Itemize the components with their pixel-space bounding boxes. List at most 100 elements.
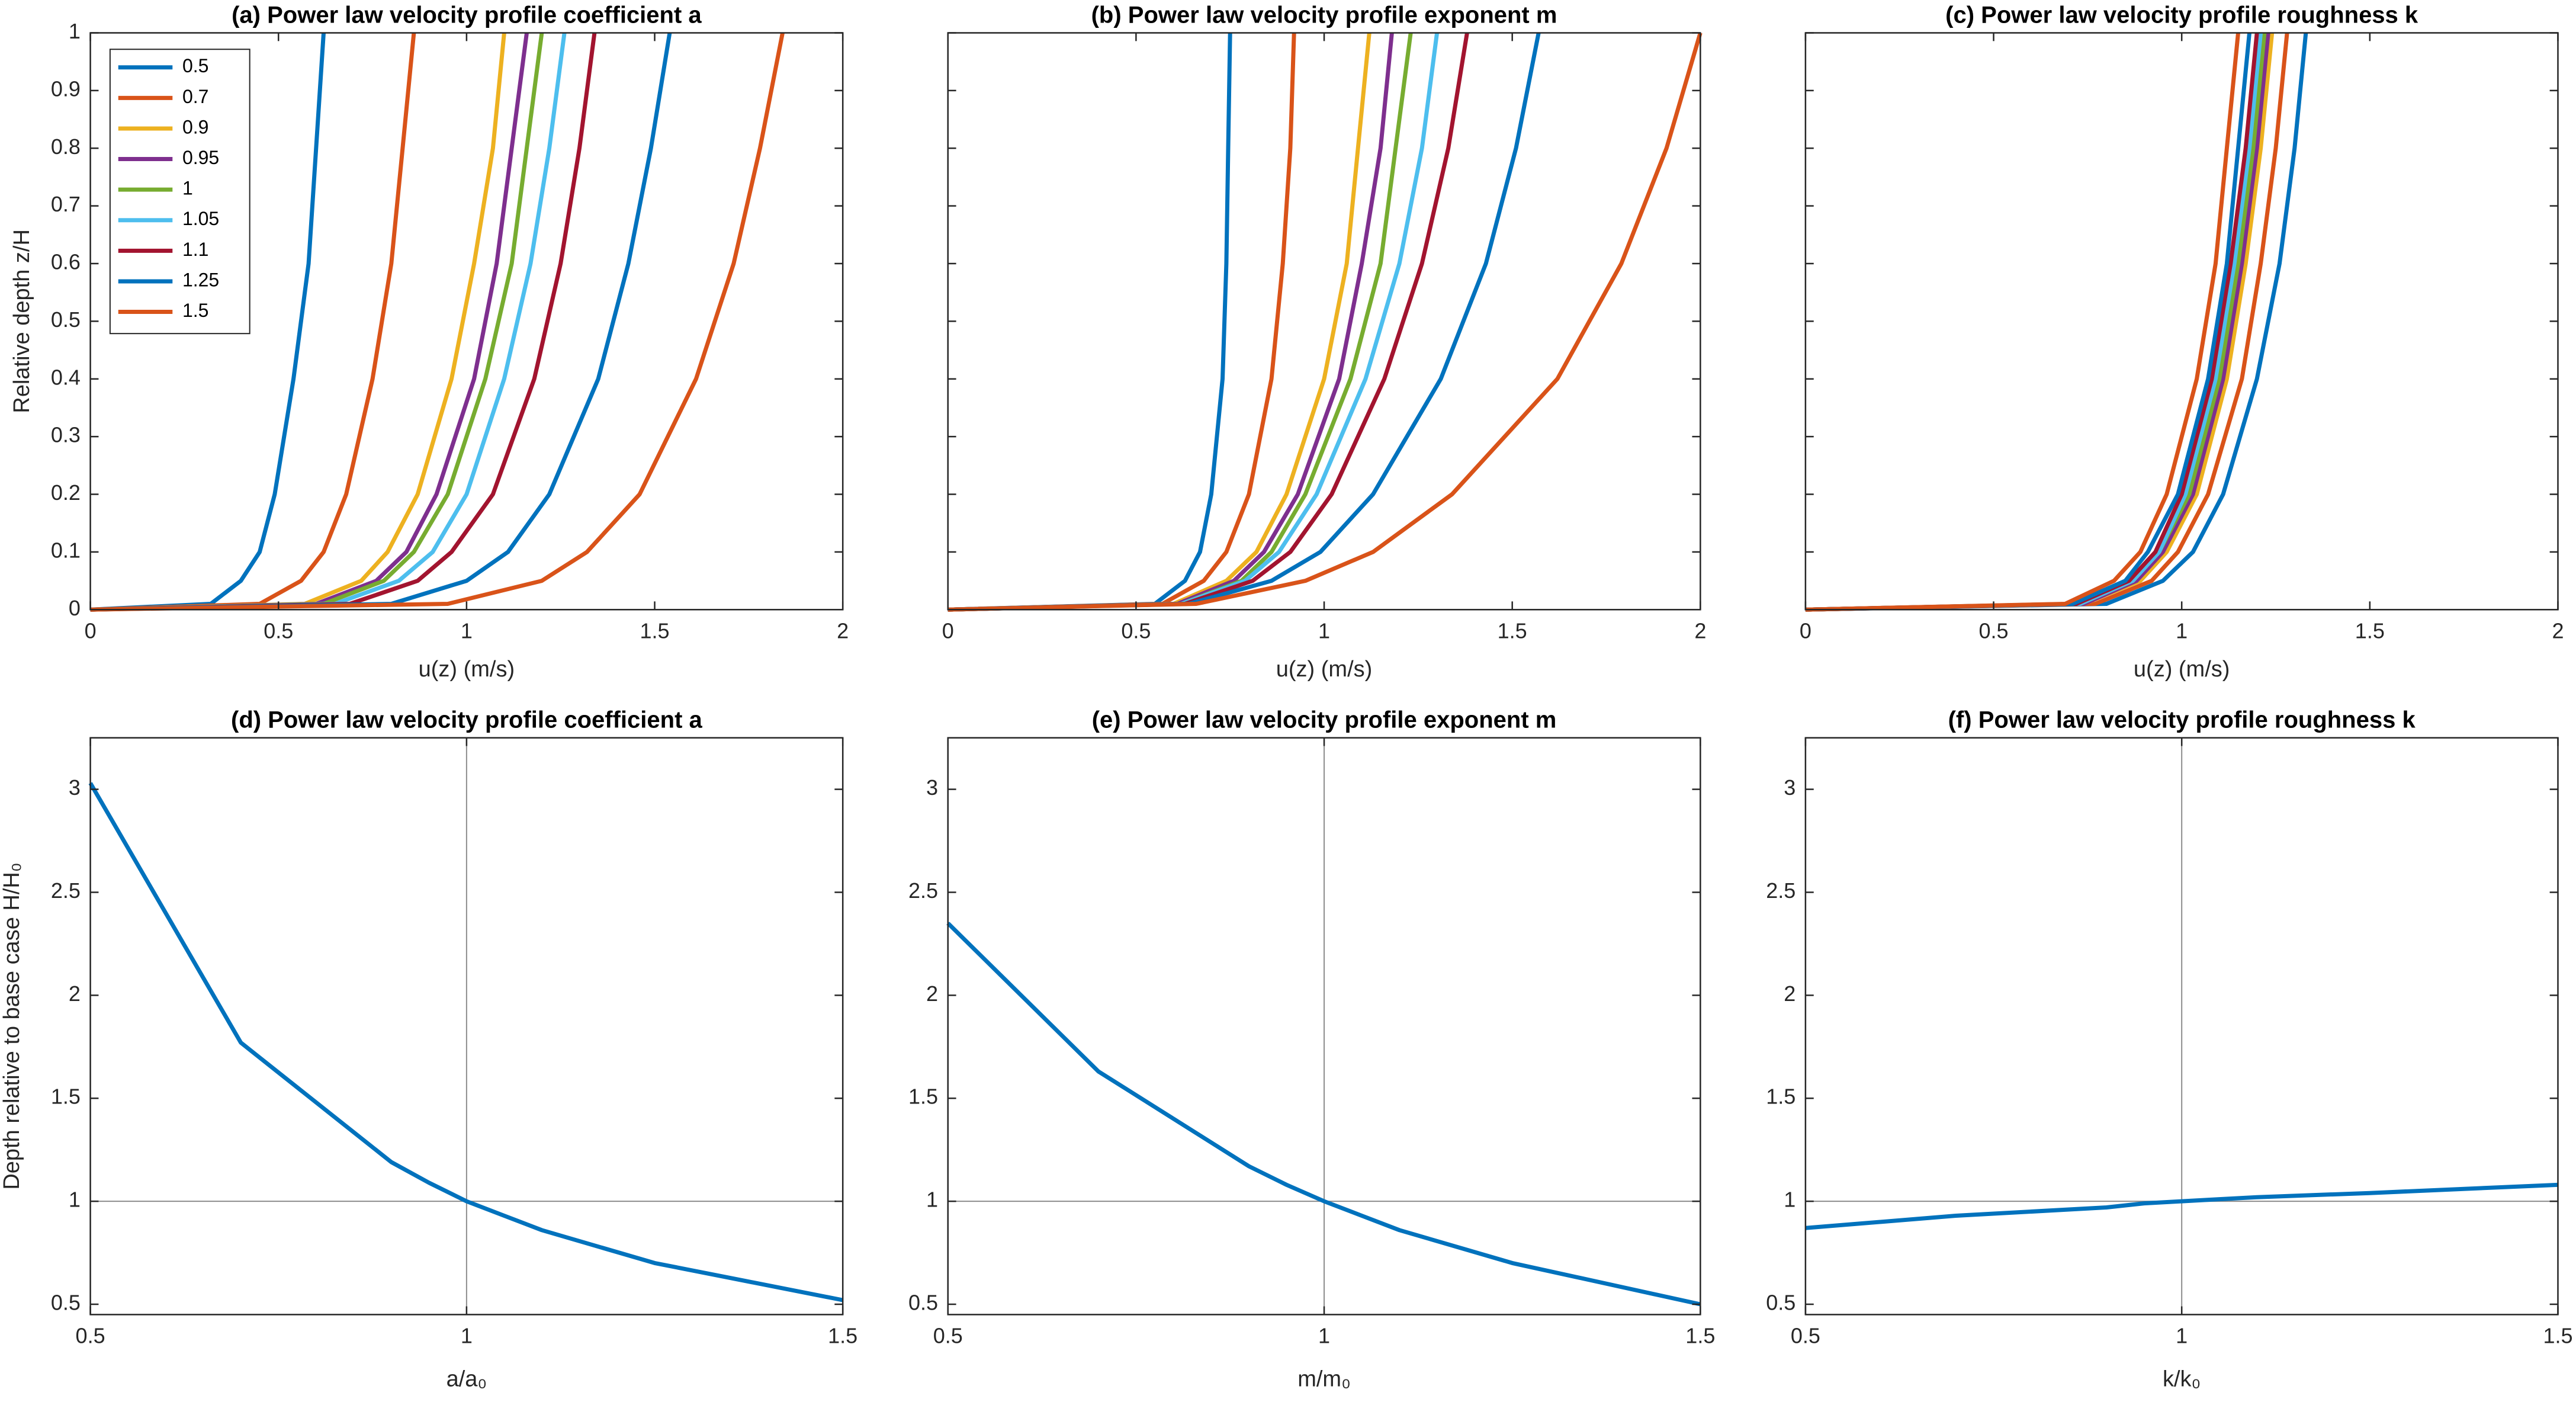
panel: 0.5 1 1.5 0.5 1 1.5 2 2.5 3 (e) Power law velocit… xyxy=(908,707,1715,1391)
panel: 0.5 1 1.5 0.5 1 1.5 2 2.5 3 (d) Power law velocit… xyxy=(0,707,857,1391)
y-tick-label: 0.7 xyxy=(51,192,81,216)
data-line xyxy=(1805,33,2251,612)
x-tick-label: 0.5 xyxy=(76,1324,105,1348)
y-tick-label: 0.2 xyxy=(51,480,81,505)
x-axis-label: u(z) (m/s) xyxy=(419,657,515,682)
chart-title: (c) Power law velocity profile roughness… xyxy=(1945,2,2418,28)
y-tick-label: 1 xyxy=(69,1188,81,1212)
y-tick-label: 1.5 xyxy=(51,1085,81,1109)
data-line xyxy=(1805,1182,2558,1230)
chart-title: (d) Power law velocity profile coefficie… xyxy=(231,707,702,733)
x-axis-label: u(z) (m/s) xyxy=(1276,657,1373,682)
y-tick-label: 1 xyxy=(1784,1188,1796,1212)
data-line xyxy=(947,32,1469,612)
y-tick-label: 0.8 xyxy=(51,134,81,159)
data-line xyxy=(947,32,1541,612)
y-tick-label: 2.5 xyxy=(908,878,938,903)
x-tick-label: 1 xyxy=(2176,1324,2188,1348)
data-line xyxy=(947,33,1232,612)
y-tick-label: 2.5 xyxy=(51,878,81,903)
data-line xyxy=(90,33,416,612)
x-tick-label: 1.5 xyxy=(1685,1324,1715,1348)
y-tick-label: 3 xyxy=(69,775,81,800)
panel: 0 0.5 1 1.5 2 0 0.1 0.2 0.3 0.4 0.5 0.6 0.7 0.8 0.9 1 (a… xyxy=(9,2,849,682)
x-tick-label: 0.5 xyxy=(264,619,293,643)
y-tick-label: 0.5 xyxy=(1766,1291,1796,1315)
y-tick-label: 0.3 xyxy=(51,423,81,447)
y-tick-label: 2 xyxy=(926,981,938,1006)
y-axis-label: Relative depth z/H xyxy=(9,229,34,413)
x-tick-label: 2 xyxy=(1694,619,1706,643)
x-tick-label: 1.5 xyxy=(1498,619,1527,643)
data-line xyxy=(90,33,506,612)
data-line xyxy=(90,33,529,612)
data-line xyxy=(90,33,567,612)
x-tick-label: 0.5 xyxy=(1791,1324,1820,1348)
panel: 0.5 1 1.5 0.5 1 1.5 2 2.5 3 (f) Power law velocit… xyxy=(1766,707,2572,1391)
plot-area xyxy=(947,33,1701,610)
x-tick-label: 1 xyxy=(461,619,473,643)
data-line xyxy=(947,33,1296,612)
x-tick-label: 1.5 xyxy=(2543,1324,2572,1348)
panel: 0 0.5 1 1.5 2 (b) Power law velocity profile … xyxy=(942,2,1707,682)
x-tick-label: 2 xyxy=(2552,619,2564,643)
legend-label: 0.9 xyxy=(182,116,208,137)
y-tick-label: 0.9 xyxy=(51,76,81,101)
y-tick-label: 0.6 xyxy=(51,250,81,274)
y-tick-label: 1 xyxy=(926,1188,938,1212)
y-tick-label: 0 xyxy=(69,596,81,620)
y-tick-label: 3 xyxy=(926,775,938,800)
x-tick-label: 0.5 xyxy=(1979,619,2009,643)
chart-title: (b) Power law velocity profile exponent … xyxy=(1091,2,1557,28)
y-tick-label: 0.5 xyxy=(908,1291,938,1315)
y-tick-label: 0.4 xyxy=(51,365,81,389)
x-axis-label: a/a₀ xyxy=(447,1366,487,1391)
x-axis-label: u(z) (m/s) xyxy=(2134,657,2230,682)
chart-title: (e) Power law velocity profile exponent … xyxy=(1092,707,1557,733)
data-line xyxy=(88,782,843,1302)
y-tick-label: 2 xyxy=(1784,981,1796,1006)
legend-label: 0.5 xyxy=(182,55,208,76)
x-axis-label: k/k₀ xyxy=(2163,1366,2201,1391)
data-line xyxy=(90,32,785,612)
legend-label: 1.05 xyxy=(182,208,219,229)
legend-label: 1.1 xyxy=(182,239,208,260)
panel: 0 0.5 1 1.5 2 (c) Power law velocity profile … xyxy=(1800,2,2564,682)
data-line xyxy=(90,33,326,612)
legend-label: 1 xyxy=(182,178,193,199)
y-tick-label: 3 xyxy=(1784,775,1796,800)
chart-title: (a) Power law velocity profile coefficie… xyxy=(232,2,702,28)
data-line xyxy=(1805,33,2308,612)
x-tick-label: 0.5 xyxy=(933,1324,963,1348)
x-tick-label: 1 xyxy=(1318,619,1330,643)
y-tick-label: 2.5 xyxy=(1766,878,1796,903)
y-axis-label: Depth relative to base case H/H₀ xyxy=(0,862,24,1189)
x-tick-label: 1 xyxy=(461,1324,473,1348)
legend: 0.5 0.7 0.9 0.95 1 1.05 1.1 1.25 1.5 xyxy=(109,49,250,335)
data-line xyxy=(90,32,672,612)
legend-label: 1.5 xyxy=(182,300,208,321)
x-axis-label: m/m₀ xyxy=(1297,1366,1351,1391)
legend-label: 1.25 xyxy=(182,269,219,290)
data-line xyxy=(946,922,1701,1307)
y-tick-label: 0.1 xyxy=(51,538,81,562)
y-tick-label: 2 xyxy=(69,981,81,1006)
data-line xyxy=(90,33,544,612)
x-tick-label: 1 xyxy=(2176,619,2188,643)
x-tick-label: 0 xyxy=(1800,619,1811,643)
legend-label: 0.95 xyxy=(182,147,219,168)
x-tick-label: 0 xyxy=(942,619,954,643)
x-tick-label: 0.5 xyxy=(1121,619,1151,643)
x-tick-label: 1.5 xyxy=(2355,619,2385,643)
chart-title: (f) Power law velocity profile roughness… xyxy=(1948,707,2416,733)
x-tick-label: 2 xyxy=(837,619,849,643)
x-tick-label: 1.5 xyxy=(828,1324,857,1348)
y-tick-label: 0.5 xyxy=(51,1291,81,1315)
data-line xyxy=(90,33,597,612)
legend-label: 0.7 xyxy=(182,86,208,107)
data-line xyxy=(1805,33,2289,612)
data-line xyxy=(947,32,1703,612)
data-line xyxy=(1805,33,2240,612)
y-tick-label: 1.5 xyxy=(908,1085,938,1109)
